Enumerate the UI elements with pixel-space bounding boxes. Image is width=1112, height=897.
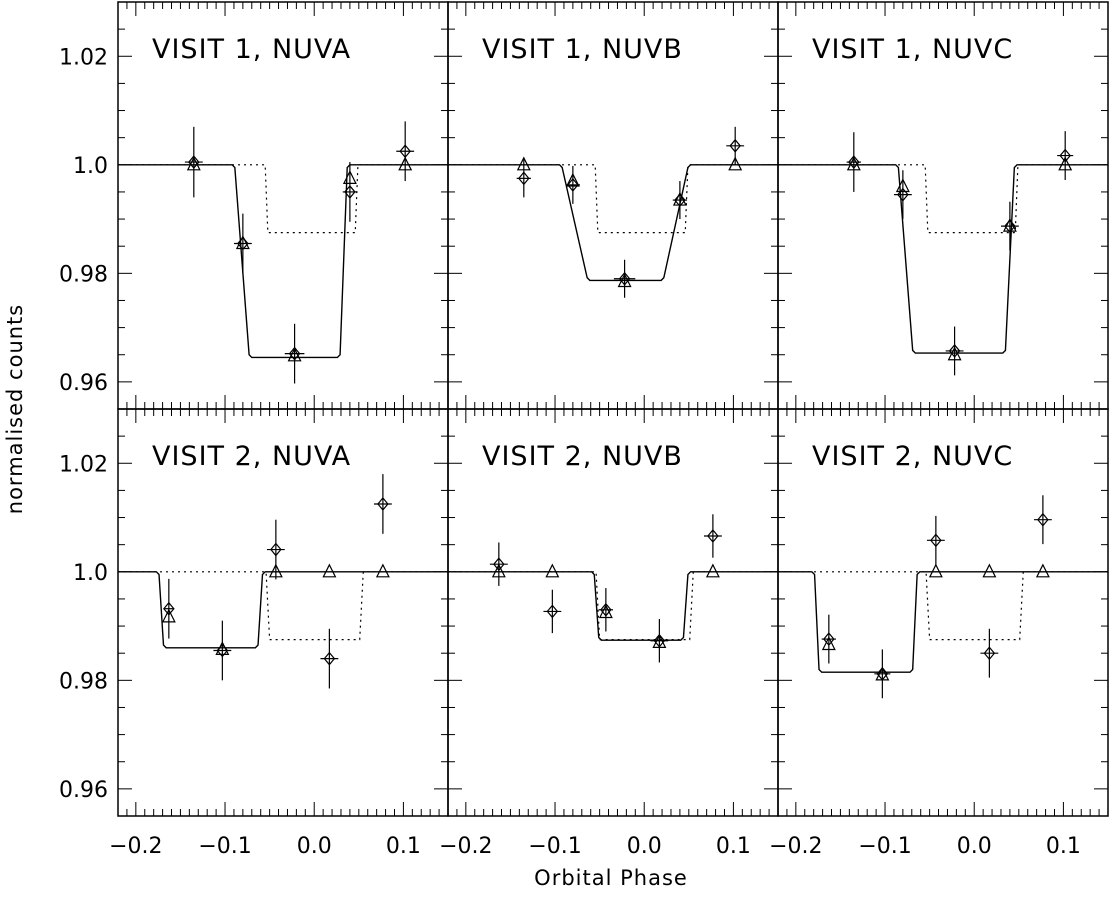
observed-diamond-point (399, 144, 411, 159)
panel-label: VISIT 1, NUVA (152, 34, 351, 65)
observed-diamond-point (237, 236, 249, 251)
observed-diamond-point (518, 171, 530, 186)
x-tick-label: 0.1 (1046, 834, 1081, 859)
observed-diamond-point (216, 643, 229, 658)
chart-panel: VISIT 1, NUVC (777, 1, 1109, 410)
x-tick-label: 0.1 (386, 834, 421, 859)
observed-diamond-point (270, 542, 282, 557)
panel-plot-area (778, 131, 1108, 376)
panel-plot-area (778, 495, 1108, 699)
chart-panel: VISIT 2, NUVC −0.2 −0.1 0.0 0.1 (769, 408, 1109, 859)
x-tick-label: −0.2 (439, 834, 492, 859)
chart-panel: VISIT 2, NUVB −0.2 −0.1 0.0 0.1 (439, 408, 779, 859)
observed-diamond-point (707, 529, 719, 543)
observed-diamond-point (848, 155, 860, 170)
observed-diamond-point (876, 666, 889, 681)
observed-diamond-point (493, 557, 505, 572)
y-tick-label: 0.96 (59, 371, 108, 396)
y-tick-label: 0.98 (59, 669, 108, 694)
x-tick-label: 0.0 (957, 834, 992, 859)
x-axis-title: Orbital Phase (534, 866, 688, 890)
panel-label: VISIT 2, NUVA (152, 441, 351, 472)
observed-diamond-point (983, 646, 996, 661)
panel-plot-area (448, 514, 778, 663)
y-axis-title: normalised counts (3, 304, 27, 514)
panel-label: VISIT 2, NUVC (812, 441, 1013, 472)
fitted-transit-curve (778, 571, 1108, 673)
fitted-transit-curve (118, 571, 448, 649)
reference-transit-curve (448, 164, 778, 234)
observed-diamond-point (930, 533, 942, 548)
x-tick-label: 0.1 (716, 834, 751, 859)
x-tick-label: −0.1 (198, 834, 251, 859)
observed-diamond-point (188, 155, 200, 170)
observed-diamond-point (1004, 219, 1016, 234)
x-tick-label: −0.2 (109, 834, 162, 859)
y-tick-label: 1.0 (73, 154, 108, 179)
fitted-transit-curve (118, 164, 448, 359)
model-triangle-point (982, 563, 997, 578)
observed-diamond-point (1037, 512, 1049, 527)
reference-transit-curve (448, 571, 778, 641)
reference-transit-curve (118, 164, 448, 234)
x-tick-label: 0.0 (297, 834, 332, 859)
panel-label: VISIT 2, NUVB (482, 441, 683, 472)
model-triangle-point (1035, 563, 1050, 578)
observed-diamond-point (344, 184, 356, 199)
reference-transit-curve (778, 164, 1108, 234)
observed-diamond-point (567, 177, 579, 192)
y-tick-label: 1.02 (59, 45, 108, 70)
chart-panel: VISIT 1, NUVA 0.96 0.98 1.0 1.02 (59, 1, 449, 410)
observed-diamond-point (897, 187, 909, 202)
observed-diamond-point (618, 271, 631, 286)
model-triangle-point (705, 563, 720, 578)
observed-diamond-point (653, 633, 666, 648)
chart-panel: VISIT 2, NUVA 0.96 0.98 1.0 1.02 −0.2 −0.1 0.0 0… (59, 408, 449, 859)
x-tick-label: 0.0 (627, 834, 662, 859)
chart-panel: VISIT 1, NUVB (447, 1, 779, 410)
panel-label: VISIT 1, NUVB (482, 34, 683, 65)
x-tick-label: −0.1 (858, 834, 911, 859)
observed-diamond-point (948, 343, 961, 358)
panel-plot-area (448, 126, 778, 298)
y-tick-label: 0.98 (59, 262, 108, 287)
observed-diamond-point (323, 651, 336, 666)
reference-transit-curve (778, 571, 1108, 641)
observed-diamond-point (600, 602, 612, 617)
fitted-transit-curve (778, 164, 1108, 354)
panel-label: VISIT 1, NUVC (812, 34, 1013, 65)
fitted-transit-curve (448, 164, 778, 282)
observed-diamond-point (288, 346, 301, 361)
x-tick-label: −0.1 (528, 834, 581, 859)
y-tick-label: 1.0 (73, 561, 108, 586)
model-triangle-point (322, 563, 337, 578)
x-tick-label: −0.2 (769, 834, 822, 859)
panel-plot-area (118, 474, 448, 689)
observed-diamond-point (674, 193, 686, 208)
observed-diamond-point (823, 632, 835, 647)
model-triangle-point (728, 156, 743, 171)
observed-diamond-point (729, 138, 741, 153)
reference-transit-curve (118, 571, 448, 641)
observed-diamond-point (1059, 148, 1071, 163)
observed-diamond-point (163, 601, 175, 616)
model-triangle-point (375, 563, 390, 578)
observed-diamond-point (377, 497, 389, 511)
panel-frame (777, 408, 1109, 817)
model-triangle-point (928, 563, 943, 578)
y-tick-label: 1.02 (59, 452, 108, 477)
model-triangle-point (545, 563, 560, 578)
fitted-transit-curve (448, 571, 778, 641)
y-tick-label: 0.96 (59, 778, 108, 803)
observed-diamond-point (546, 604, 559, 619)
panel-plot-area (118, 121, 448, 384)
